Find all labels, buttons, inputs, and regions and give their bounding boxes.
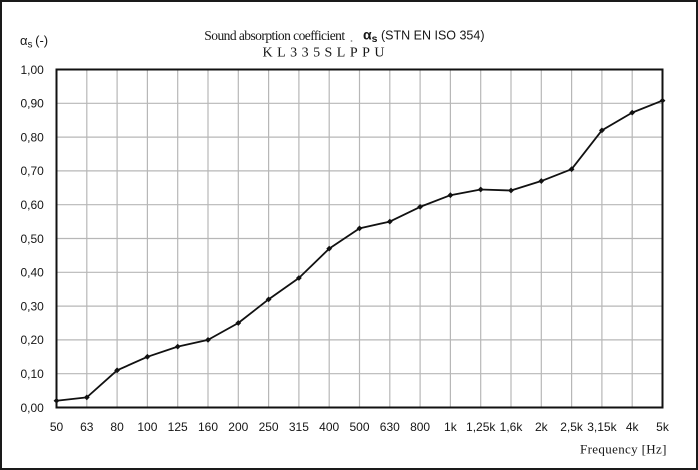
svg-text:(STN EN ISO 354): (STN EN ISO 354): [381, 29, 485, 43]
svg-text:2,5k: 2,5k: [560, 420, 584, 434]
svg-text:0,10: 0,10: [20, 367, 44, 381]
svg-text:0,60: 0,60: [20, 198, 44, 212]
svg-text:1,25k: 1,25k: [466, 420, 496, 434]
svg-text:630: 630: [380, 420, 400, 434]
svg-text:0,20: 0,20: [20, 333, 44, 347]
svg-text:0,30: 0,30: [20, 299, 44, 313]
svg-text:5k: 5k: [656, 420, 670, 434]
svg-text:Sound absorption coefficient: Sound absorption coefficient: [204, 28, 345, 43]
svg-text:0,40: 0,40: [20, 266, 44, 280]
svg-text:1,6k: 1,6k: [500, 420, 524, 434]
svg-text:125: 125: [168, 420, 188, 434]
svg-text:500: 500: [349, 420, 369, 434]
svg-text:2k: 2k: [535, 420, 549, 434]
svg-text:1k: 1k: [444, 420, 458, 434]
svg-text:400: 400: [319, 420, 339, 434]
svg-text:50: 50: [50, 420, 64, 434]
svg-text:0,50: 0,50: [20, 232, 44, 246]
svg-text:αs (-): αs (-): [20, 33, 48, 50]
svg-text:63: 63: [80, 420, 94, 434]
svg-text:0,80: 0,80: [20, 130, 44, 144]
svg-text:315: 315: [289, 420, 309, 434]
svg-text:100: 100: [137, 420, 157, 434]
svg-text:0,90: 0,90: [20, 97, 44, 111]
svg-text:80: 80: [110, 420, 124, 434]
svg-text:3,15k: 3,15k: [587, 420, 617, 434]
svg-text:160: 160: [198, 420, 218, 434]
svg-text:0,70: 0,70: [20, 164, 44, 178]
svg-text:4k: 4k: [626, 420, 640, 434]
svg-text:800: 800: [410, 420, 430, 434]
svg-text:0,00: 0,00: [20, 401, 44, 415]
svg-text:200: 200: [228, 420, 248, 434]
svg-text:250: 250: [259, 420, 279, 434]
svg-text:Frequency [Hz]: Frequency [Hz]: [580, 442, 667, 457]
svg-text:1,00: 1,00: [20, 63, 44, 77]
